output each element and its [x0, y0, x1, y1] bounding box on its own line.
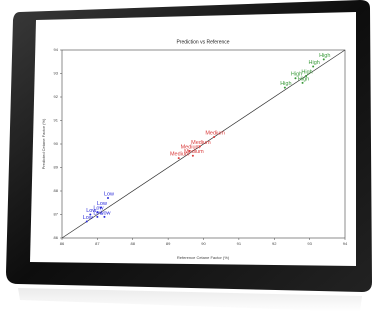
- reflection: [18, 288, 362, 312]
- point-label: High: [319, 53, 330, 59]
- tablet-screenshot: Prediction vs Reference Reference Cetane…: [0, 0, 374, 324]
- point-label: Low: [104, 192, 114, 198]
- point-label: High: [298, 76, 309, 82]
- x-tick-label: 87: [95, 241, 100, 246]
- x-tick-label: 94: [343, 241, 348, 246]
- chart-title: Prediction vs Reference: [176, 39, 229, 45]
- x-tick-label: 91: [237, 241, 242, 246]
- point-label: Low: [93, 206, 103, 212]
- point-label: High: [301, 69, 312, 75]
- x-tick-label: 89: [166, 241, 171, 246]
- y-axis-label: Predicted Cetane Factor (%): [41, 118, 46, 169]
- y-tick-label: 88: [54, 188, 59, 193]
- point-label: Low: [83, 215, 93, 221]
- x-tick-label: 88: [131, 241, 136, 246]
- x-tick-label: 92: [272, 241, 277, 246]
- y-tick-label: 87: [54, 212, 59, 217]
- y-tick-label: 92: [54, 94, 59, 99]
- y-tick-label: 90: [54, 141, 59, 146]
- y-tick-label: 86: [54, 235, 59, 240]
- y-tick-label: 94: [54, 47, 59, 52]
- y-tick-label: 89: [54, 165, 59, 170]
- x-tick-label: 86: [60, 241, 65, 246]
- x-axis-label: Reference Cetane Factor (%): [177, 255, 230, 260]
- x-tick-label: 90: [201, 241, 206, 246]
- y-tick-label: 93: [54, 71, 59, 76]
- point-label: High: [309, 60, 320, 66]
- point-label: Medium: [191, 140, 211, 146]
- point-label: Medium: [184, 149, 204, 155]
- x-tick-label: 93: [307, 241, 312, 246]
- point-label: Medium: [205, 130, 225, 136]
- point-label: High: [280, 81, 291, 87]
- y-tick-label: 91: [54, 118, 59, 123]
